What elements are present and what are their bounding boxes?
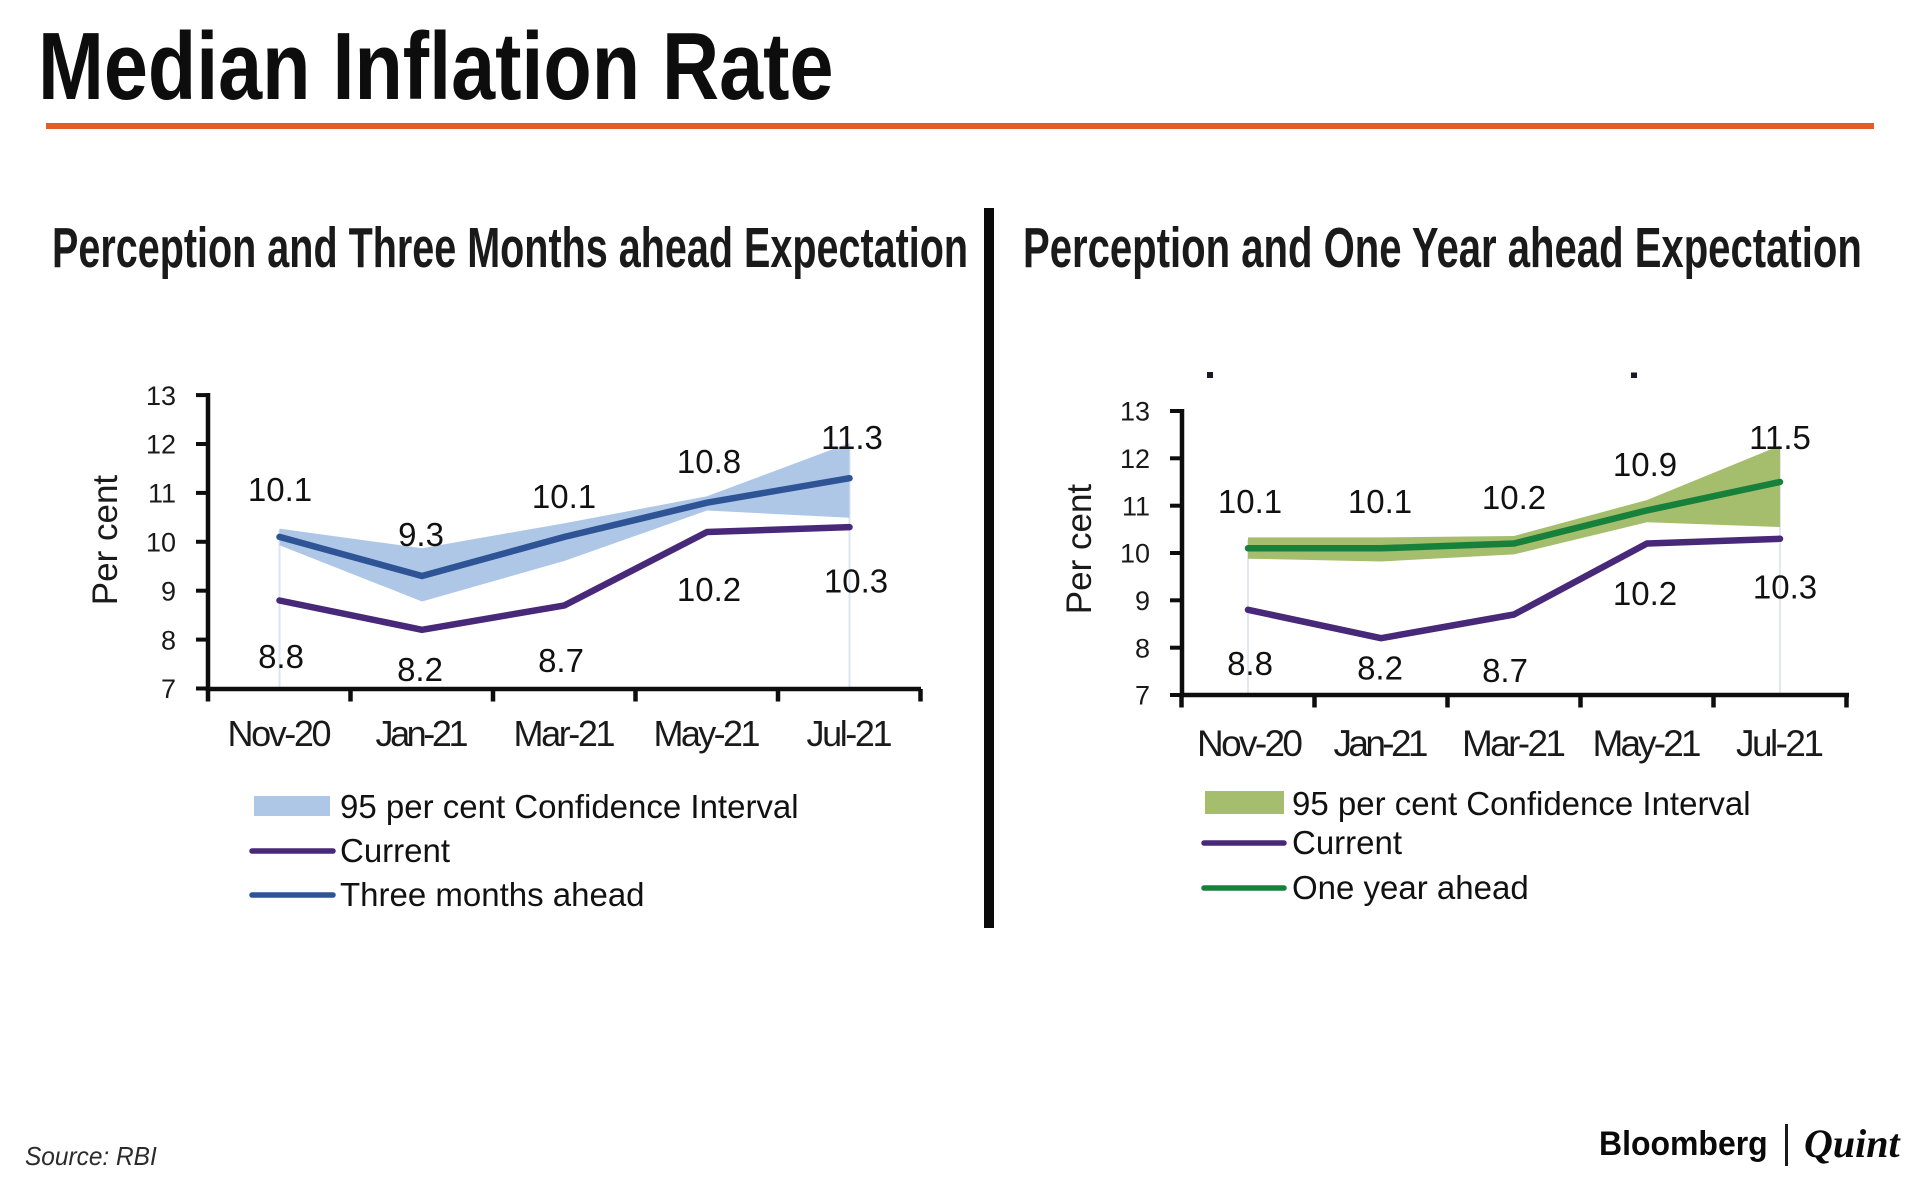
svg-text:10.2: 10.2 — [677, 571, 741, 608]
svg-text:10.3: 10.3 — [824, 563, 888, 600]
svg-text:10.3: 10.3 — [1753, 569, 1817, 606]
svg-text:Current: Current — [340, 832, 450, 869]
svg-text:8.8: 8.8 — [1227, 645, 1273, 682]
svg-text:10.9: 10.9 — [1613, 446, 1677, 483]
svg-text:10.1: 10.1 — [248, 471, 312, 508]
svg-text:11.3: 11.3 — [821, 419, 883, 456]
svg-text:95 per cent Confidence Interva: 95 per cent Confidence Interval — [340, 788, 799, 825]
svg-text:Current: Current — [1292, 824, 1402, 861]
svg-text:9.3: 9.3 — [398, 516, 444, 553]
svg-text:10: 10 — [1120, 539, 1150, 569]
svg-text:13: 13 — [1120, 397, 1150, 427]
svg-text:Mar-21: Mar-21 — [514, 713, 616, 754]
svg-text:May-21: May-21 — [1593, 723, 1702, 764]
svg-text:10.2: 10.2 — [1613, 575, 1677, 612]
svg-text:11: 11 — [1122, 491, 1150, 521]
svg-text:95 per cent Confidence Interva: 95 per cent Confidence Interval — [1292, 785, 1751, 822]
svg-text:11: 11 — [148, 479, 176, 509]
svg-text:Mar-21: Mar-21 — [1462, 723, 1566, 764]
svg-text:11.5: 11.5 — [1749, 419, 1811, 456]
svg-text:Nov-20: Nov-20 — [1197, 723, 1303, 764]
svg-text:Jan-21: Jan-21 — [376, 713, 469, 754]
svg-text:8: 8 — [161, 625, 176, 655]
svg-text:May-21: May-21 — [654, 713, 761, 754]
svg-text:8.7: 8.7 — [1482, 652, 1528, 689]
svg-text:Jul-21: Jul-21 — [807, 713, 893, 754]
svg-text:10.8: 10.8 — [677, 443, 741, 480]
svg-text:12: 12 — [146, 430, 176, 460]
svg-text:Per cent: Per cent — [86, 475, 125, 606]
svg-text:10.1: 10.1 — [1218, 483, 1282, 520]
svg-text:7: 7 — [1135, 681, 1150, 711]
svg-text:9: 9 — [1135, 586, 1150, 616]
svg-text:10.1: 10.1 — [1348, 483, 1412, 520]
svg-text:Nov-20: Nov-20 — [228, 713, 332, 754]
svg-text:10.2: 10.2 — [1482, 479, 1546, 516]
svg-text:8: 8 — [1135, 633, 1150, 663]
svg-text:9: 9 — [161, 576, 176, 606]
svg-text:Three months ahead: Three months ahead — [340, 876, 645, 913]
svg-text:Jul-21: Jul-21 — [1736, 723, 1824, 764]
svg-text:10.1: 10.1 — [532, 478, 596, 515]
svg-text:Per cent: Per cent — [1060, 484, 1099, 615]
svg-text:8.8: 8.8 — [258, 638, 304, 675]
svg-text:7: 7 — [161, 674, 176, 704]
svg-text:10: 10 — [146, 528, 176, 558]
svg-text:8.2: 8.2 — [1357, 650, 1403, 687]
svg-text:13: 13 — [146, 381, 176, 411]
svg-text:Jan-21: Jan-21 — [1334, 723, 1429, 764]
svg-text:8.7: 8.7 — [538, 642, 584, 679]
svg-text:8.2: 8.2 — [397, 651, 443, 688]
svg-text:12: 12 — [1120, 444, 1150, 474]
svg-text:One year ahead: One year ahead — [1292, 869, 1529, 906]
